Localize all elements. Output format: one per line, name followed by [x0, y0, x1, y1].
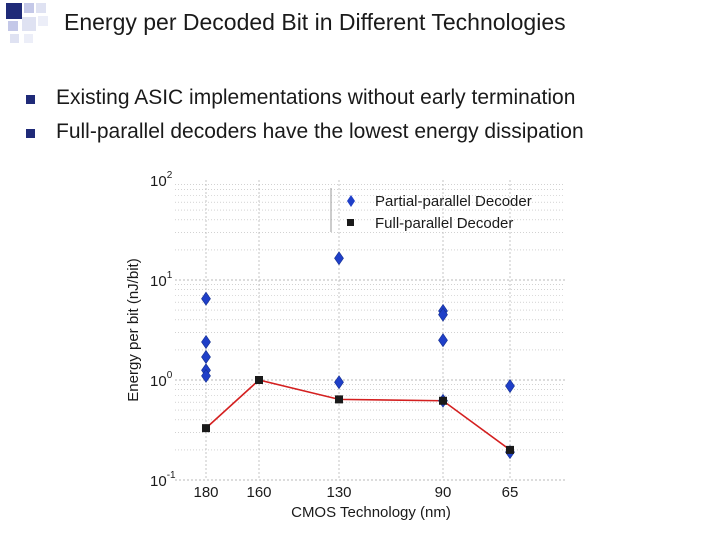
- bullet-text: Existing ASIC implementations without ea…: [56, 86, 576, 109]
- x-tick-labels: 180 160 130 90 65: [193, 484, 518, 501]
- x-tick-label: 65: [502, 484, 519, 501]
- x-tick-label: 90: [435, 484, 452, 501]
- legend-marker-partial: [347, 195, 355, 207]
- corner-decoration: [0, 0, 60, 48]
- slide-title: Energy per Decoded Bit in Different Tech…: [64, 9, 566, 35]
- data-markers: [201, 251, 515, 460]
- partial-parallel-point: [201, 368, 211, 383]
- partial-parallel-point: [334, 251, 344, 266]
- legend-label-full: Full-parallel Decoder: [375, 215, 513, 232]
- legend-label-partial: Partial-parallel Decoder: [375, 193, 532, 210]
- full-parallel-series-line: [205, 379, 511, 451]
- y-axis-label: Energy per bit (nJ/bit): [125, 258, 142, 401]
- partial-parallel-point: [438, 333, 448, 348]
- partial-parallel-point: [505, 379, 515, 394]
- bullet-text: Full-parallel decoders have the lowest e…: [56, 120, 584, 143]
- grid-lines: [175, 180, 565, 481]
- y-tick-label: 10-1: [150, 470, 176, 490]
- partial-parallel-point: [201, 334, 211, 350]
- full-parallel-point: [335, 395, 343, 404]
- full-parallel-point: [439, 396, 447, 405]
- y-tick-label: 101: [150, 270, 173, 290]
- partial-parallel-point: [201, 291, 211, 306]
- x-tick-label: 180: [193, 484, 218, 501]
- y-tick-label: 102: [150, 170, 173, 190]
- x-tick-label: 130: [326, 484, 351, 501]
- y-tick-label: 100: [150, 370, 173, 390]
- square-bullet-icon: [26, 129, 35, 138]
- x-tick-label: 160: [246, 484, 271, 501]
- full-parallel-point: [255, 376, 263, 384]
- full-parallel-point: [202, 424, 210, 433]
- partial-parallel-point: [201, 349, 211, 364]
- full-parallel-point: [506, 445, 514, 454]
- full-parallel-line: [205, 379, 511, 451]
- x-axis-label: CMOS Technology (nm): [291, 504, 451, 521]
- partial-parallel-point: [438, 307, 448, 322]
- square-bullet-icon: [26, 95, 35, 104]
- legend-marker-full: [347, 219, 354, 226]
- y-tick-labels: 10-1 100 101 102: [150, 170, 176, 490]
- partial-parallel-point: [334, 375, 344, 390]
- legend: Partial-parallel Decoder Full-parallel D…: [330, 188, 532, 232]
